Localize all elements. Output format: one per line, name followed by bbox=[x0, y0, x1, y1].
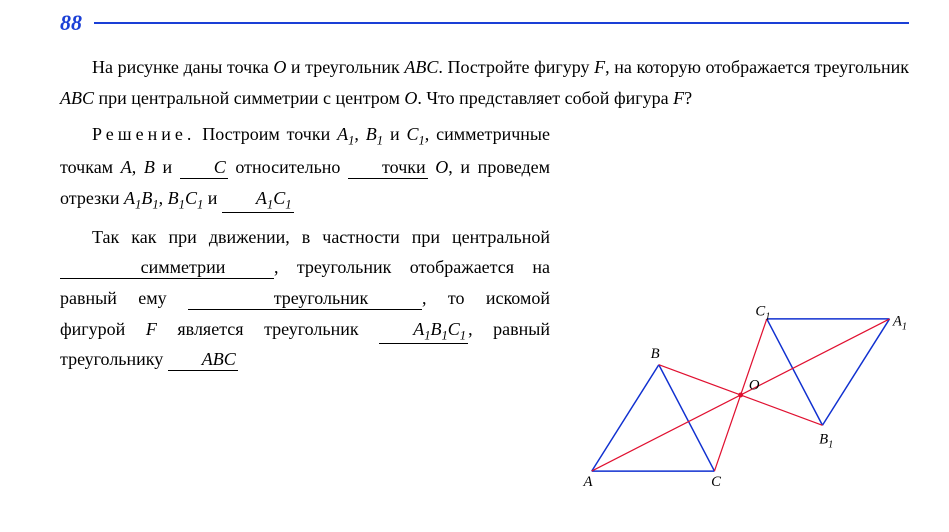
blank-treugolnik: треугольник bbox=[188, 289, 422, 310]
svg-text:B: B bbox=[651, 346, 660, 362]
blank-C: C bbox=[180, 158, 228, 179]
solution-line-1: Решение. Построим точки A1, B1 и C1, сим… bbox=[60, 119, 550, 216]
geometry-figure: O A B C A1 B1 C1 bbox=[559, 280, 919, 510]
text: ? bbox=[684, 88, 692, 108]
blank-ABC: ABC bbox=[168, 350, 238, 371]
var-F: F bbox=[673, 88, 684, 108]
text: относительно bbox=[228, 157, 348, 177]
svg-text:O: O bbox=[749, 377, 760, 393]
text: На рисунке даны точка bbox=[92, 57, 273, 77]
solution-line-2: Так как при движении, в частности при це… bbox=[60, 222, 550, 375]
var-A: A bbox=[121, 157, 132, 177]
text: и bbox=[203, 188, 222, 208]
header-rule bbox=[94, 22, 909, 24]
text: . Что представляет собой фигура bbox=[417, 88, 673, 108]
blank-tochki: точки bbox=[348, 158, 428, 179]
text: . Постройте фигу bbox=[438, 57, 571, 77]
var-O: O bbox=[435, 157, 448, 177]
svg-text:C1: C1 bbox=[755, 304, 770, 323]
page-number: 88 bbox=[60, 10, 82, 36]
text: и треугольник bbox=[286, 57, 404, 77]
var-F: F bbox=[146, 319, 157, 339]
var-B: B bbox=[144, 157, 155, 177]
solution-label: Решение. bbox=[92, 124, 195, 144]
text: является треугольник bbox=[157, 319, 379, 339]
var-O: O bbox=[404, 88, 417, 108]
text: при центральной симметрии с центром bbox=[94, 88, 404, 108]
figure-svg: O A B C A1 B1 C1 bbox=[559, 280, 919, 510]
text: и bbox=[155, 157, 180, 177]
text: Так как при движении, в частности при це… bbox=[92, 227, 550, 247]
var-O: O bbox=[273, 57, 286, 77]
svg-text:B1: B1 bbox=[819, 431, 833, 450]
blank-A1B1C1: A1B1C1 bbox=[379, 320, 468, 344]
content: На рисунке даны точка O и треугольник AB… bbox=[60, 52, 909, 375]
svg-text:A1: A1 bbox=[892, 313, 907, 332]
svg-text:A: A bbox=[583, 474, 594, 490]
text: , на которую отображается треугольник bbox=[605, 57, 909, 77]
text: Построим точки bbox=[195, 124, 337, 144]
text: ру bbox=[572, 57, 594, 77]
text: , то иско bbox=[422, 288, 520, 308]
var-ABC: ABC bbox=[404, 57, 438, 77]
seg-A1B1: A1B1 bbox=[124, 188, 159, 208]
page: 88 На рисунке даны точка O и треугольник… bbox=[0, 0, 949, 391]
var-C1: C1 bbox=[406, 124, 424, 144]
blank-simmetrii: симметрии bbox=[60, 258, 274, 279]
var-F: F bbox=[594, 57, 605, 77]
svg-text:C: C bbox=[711, 474, 721, 490]
var-A1: A1 bbox=[337, 124, 354, 144]
problem-paragraph: На рисунке даны точка O и треугольник AB… bbox=[60, 52, 909, 113]
var-ABC: ABC bbox=[60, 88, 94, 108]
header-row: 88 bbox=[60, 10, 909, 36]
blank-A1C1: A1C1 bbox=[222, 189, 294, 213]
text: и bbox=[383, 124, 406, 144]
seg-B1C1: B1C1 bbox=[168, 188, 204, 208]
var-B1: B1 bbox=[366, 124, 383, 144]
